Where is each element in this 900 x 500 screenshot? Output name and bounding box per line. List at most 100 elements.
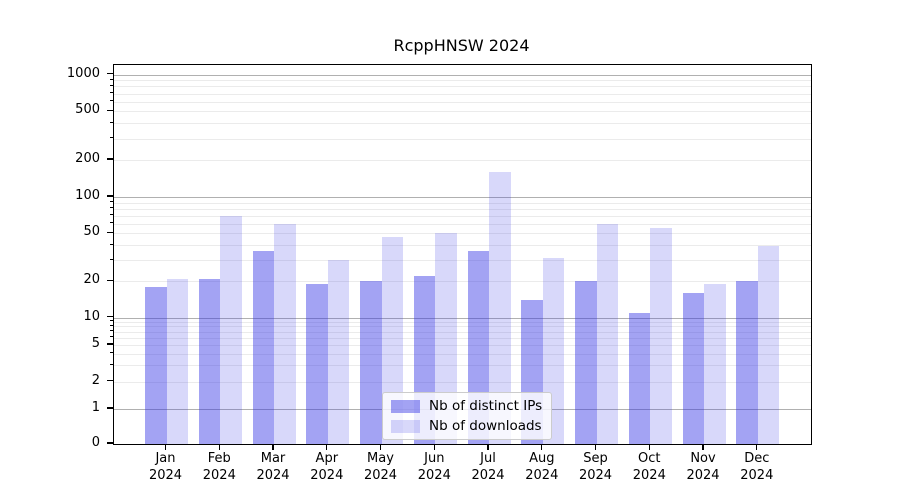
y-minor-tick-mark <box>109 258 113 260</box>
minor-gridline <box>114 260 811 261</box>
minor-gridline <box>114 326 811 328</box>
x-tick-mark <box>648 445 650 450</box>
x-tick-year: 2024 <box>578 468 613 483</box>
y-minor-tick-mark <box>109 100 113 102</box>
y-tick-mark <box>106 72 113 75</box>
x-tick-year: 2024 <box>256 468 290 483</box>
minor-gridline <box>114 101 811 103</box>
bar-downloads-sep <box>596 223 618 444</box>
x-tick-label-aug: Aug 2024 <box>525 450 558 484</box>
x-tick-mark <box>218 445 220 450</box>
y-tick-label: 500 <box>75 102 100 118</box>
y-minor-tick-mark <box>109 201 113 202</box>
bar-distinct-ips-jan <box>145 286 167 444</box>
y-minor-tick-mark <box>109 121 113 123</box>
y-tick-mark <box>106 379 113 382</box>
x-tick-year: 2024 <box>148 468 183 483</box>
minor-gridline <box>114 86 811 88</box>
y-tick-mark <box>106 231 113 233</box>
bar-distinct-ips-dec <box>736 281 758 444</box>
x-tick-month: Sep <box>583 451 608 466</box>
x-tick-label-jun: Jun 2024 <box>418 450 451 484</box>
legend: Nb of distinct IPs Nb of downloads <box>382 392 553 440</box>
x-tick-year: 2024 <box>632 468 666 483</box>
minor-gridline <box>114 80 811 82</box>
y-minor-tick-mark <box>109 330 113 332</box>
minor-gridline <box>114 138 811 140</box>
y-tick-label: 50 <box>83 224 100 240</box>
x-tick-year: 2024 <box>417 468 451 483</box>
y-tick-label: 100 <box>75 188 100 203</box>
bar-downloads-mar <box>274 223 296 444</box>
minor-gridline <box>114 111 811 113</box>
minor-gridline <box>114 381 811 383</box>
bar-downloads-apr <box>327 260 350 444</box>
minor-gridline <box>114 365 811 367</box>
y-minor-tick-mark <box>109 84 113 86</box>
x-tick-year: 2024 <box>310 468 344 483</box>
y-tick-mark <box>106 109 113 112</box>
chart-title: RcppHNSW 2024 <box>393 36 530 55</box>
y-minor-tick-mark <box>109 78 113 80</box>
y-minor-tick-mark <box>109 243 113 245</box>
y-minor-tick-mark <box>109 214 113 216</box>
minor-gridline <box>114 331 811 333</box>
y-tick-label: 1000 <box>66 65 100 81</box>
y-minor-tick-mark <box>109 352 113 354</box>
minor-gridline <box>114 208 811 210</box>
y-tick-label: 0 <box>91 435 100 450</box>
x-tick-label-feb: Feb 2024 <box>203 450 236 484</box>
bar-distinct-ips-mar <box>252 250 274 444</box>
x-tick-year: 2024 <box>471 468 505 483</box>
bar-downloads-nov <box>704 283 726 444</box>
y-minor-tick-mark <box>109 320 113 322</box>
y-minor-tick-mark <box>109 207 113 209</box>
y-minor-tick-mark <box>109 324 113 326</box>
x-tick-month: Jul <box>480 451 496 466</box>
minor-gridline <box>114 281 811 283</box>
x-tick-month: Nov <box>690 451 716 466</box>
bar-distinct-ips-apr <box>306 283 328 444</box>
minor-gridline <box>114 93 811 95</box>
x-tick-year: 2024 <box>686 468 720 483</box>
x-tick-label-sep: Sep 2024 <box>579 450 612 484</box>
y-tick-mark <box>106 407 113 409</box>
x-tick-label-oct: Oct 2024 <box>633 450 666 484</box>
x-tick-month: Jan <box>155 451 176 466</box>
y-tick-label: 2 <box>91 372 100 388</box>
x-tick-label-mar: Mar 2024 <box>256 450 289 484</box>
legend-label-downloads: Nb of downloads <box>429 418 542 434</box>
y-tick-mark <box>106 195 113 197</box>
x-tick-month: Apr <box>315 451 339 466</box>
x-tick-month: Feb <box>207 451 231 466</box>
x-tick-month: Mar <box>260 451 286 466</box>
x-tick-label-dec: Dec 2024 <box>740 450 773 484</box>
x-tick-month: Dec <box>744 451 770 466</box>
bar-downloads-oct <box>650 228 672 444</box>
bar-distinct-ips-oct <box>628 312 651 444</box>
x-tick-mark <box>164 445 167 450</box>
minor-gridline <box>114 337 811 339</box>
x-tick-year: 2024 <box>740 468 774 483</box>
minor-gridline <box>114 245 811 246</box>
y-tick-mark <box>106 315 113 318</box>
y-tick-mark <box>106 343 113 345</box>
y-minor-tick-mark <box>109 222 113 224</box>
bar-downloads-feb <box>220 215 242 444</box>
bar-distinct-ips-may <box>360 281 382 444</box>
y-tick-mark <box>106 158 113 160</box>
x-tick-year: 2024 <box>202 468 236 483</box>
x-tick-month: May <box>367 451 394 466</box>
x-tick-label-apr: Apr 2024 <box>310 450 343 484</box>
minor-gridline <box>114 223 811 225</box>
x-tick-mark <box>379 445 382 450</box>
legend-label-distinct-ips: Nb of distinct IPs <box>429 398 543 414</box>
y-minor-tick-mark <box>109 336 113 338</box>
bar-distinct-ips-feb <box>198 278 221 444</box>
x-tick-mark <box>594 445 597 450</box>
bar-downloads-dec <box>757 246 780 444</box>
x-tick-month: Oct <box>638 451 661 466</box>
x-tick-label-jan: Jan 2024 <box>149 450 182 484</box>
y-tick-mark <box>106 442 113 444</box>
